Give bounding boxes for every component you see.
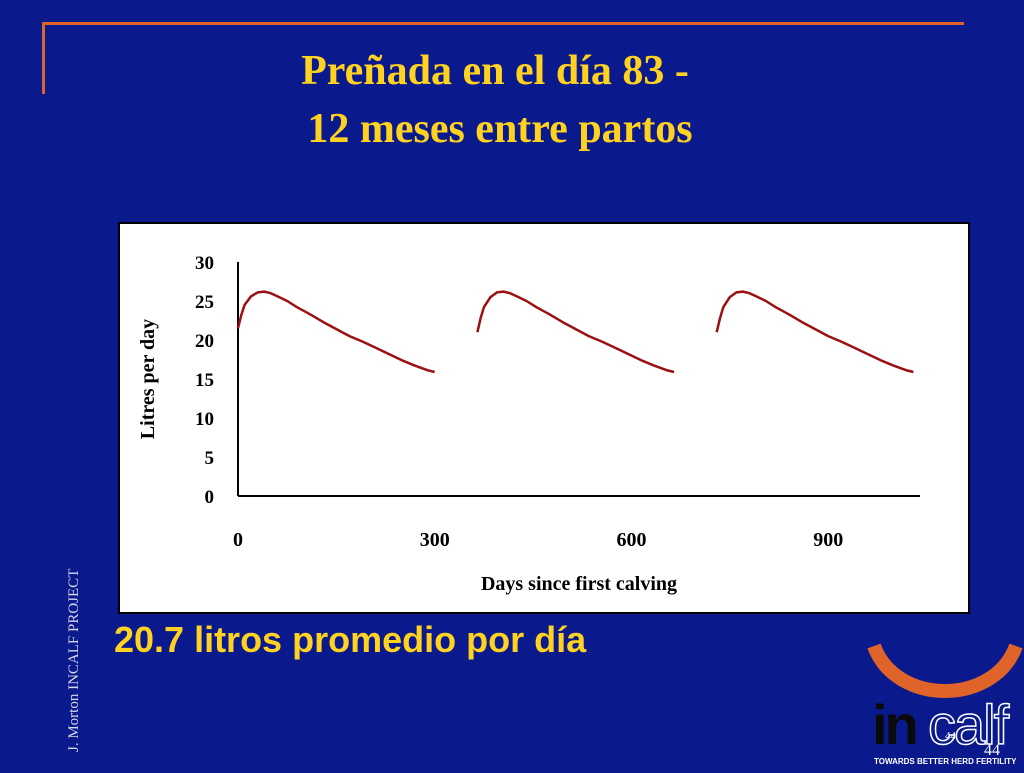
side-credit: J. Morton INCALF PROJECT [66,568,82,752]
y-tick-label: 20 [195,331,214,352]
svg-text:calf: calf [928,693,1010,756]
y-axis-title: Litres per day [137,319,159,439]
lactation-curve-3 [715,290,914,374]
y-tick-label: 5 [205,448,215,469]
incalf-logo: in calf TOWARDS BETTER HERD FERTILITY [866,636,1024,768]
title-line-1: Preñada en el día 83 - [301,48,689,94]
x-tick-label: 0 [233,529,243,551]
svg-text:TOWARDS BETTER HERD FERTILITY: TOWARDS BETTER HERD FERTILITY [874,757,1017,766]
x-axis-title: Days since first calving [481,573,677,595]
lactation-curve-2 [476,290,675,374]
x-tick-label: 900 [813,529,843,551]
lactation-curve-1 [236,290,435,374]
slide-number-small: 44 [945,730,956,742]
y-tick-label: 10 [195,409,214,430]
frame-left-line [42,22,45,94]
slide-title: Preñada en el día 83 - 12 meses entre pa… [0,42,1000,158]
y-tick-label: 15 [195,370,214,391]
svg-text:in: in [872,693,916,756]
x-tick-label: 600 [616,529,646,551]
x-tick-label: 300 [420,529,450,551]
title-line-2: 12 meses entre partos [307,106,693,152]
y-tick-label: 25 [195,292,214,313]
y-tick-label: 30 [195,253,214,274]
chart-panel: 0 5 10 15 20 25 30 0 300 600 900 Days since first c… [118,222,970,614]
y-tick-label: 0 [205,487,215,508]
slide-number: 44 [984,742,1000,759]
frame-top-line [42,22,964,25]
average-yield-caption: 20.7 litros promedio por día [114,619,587,660]
